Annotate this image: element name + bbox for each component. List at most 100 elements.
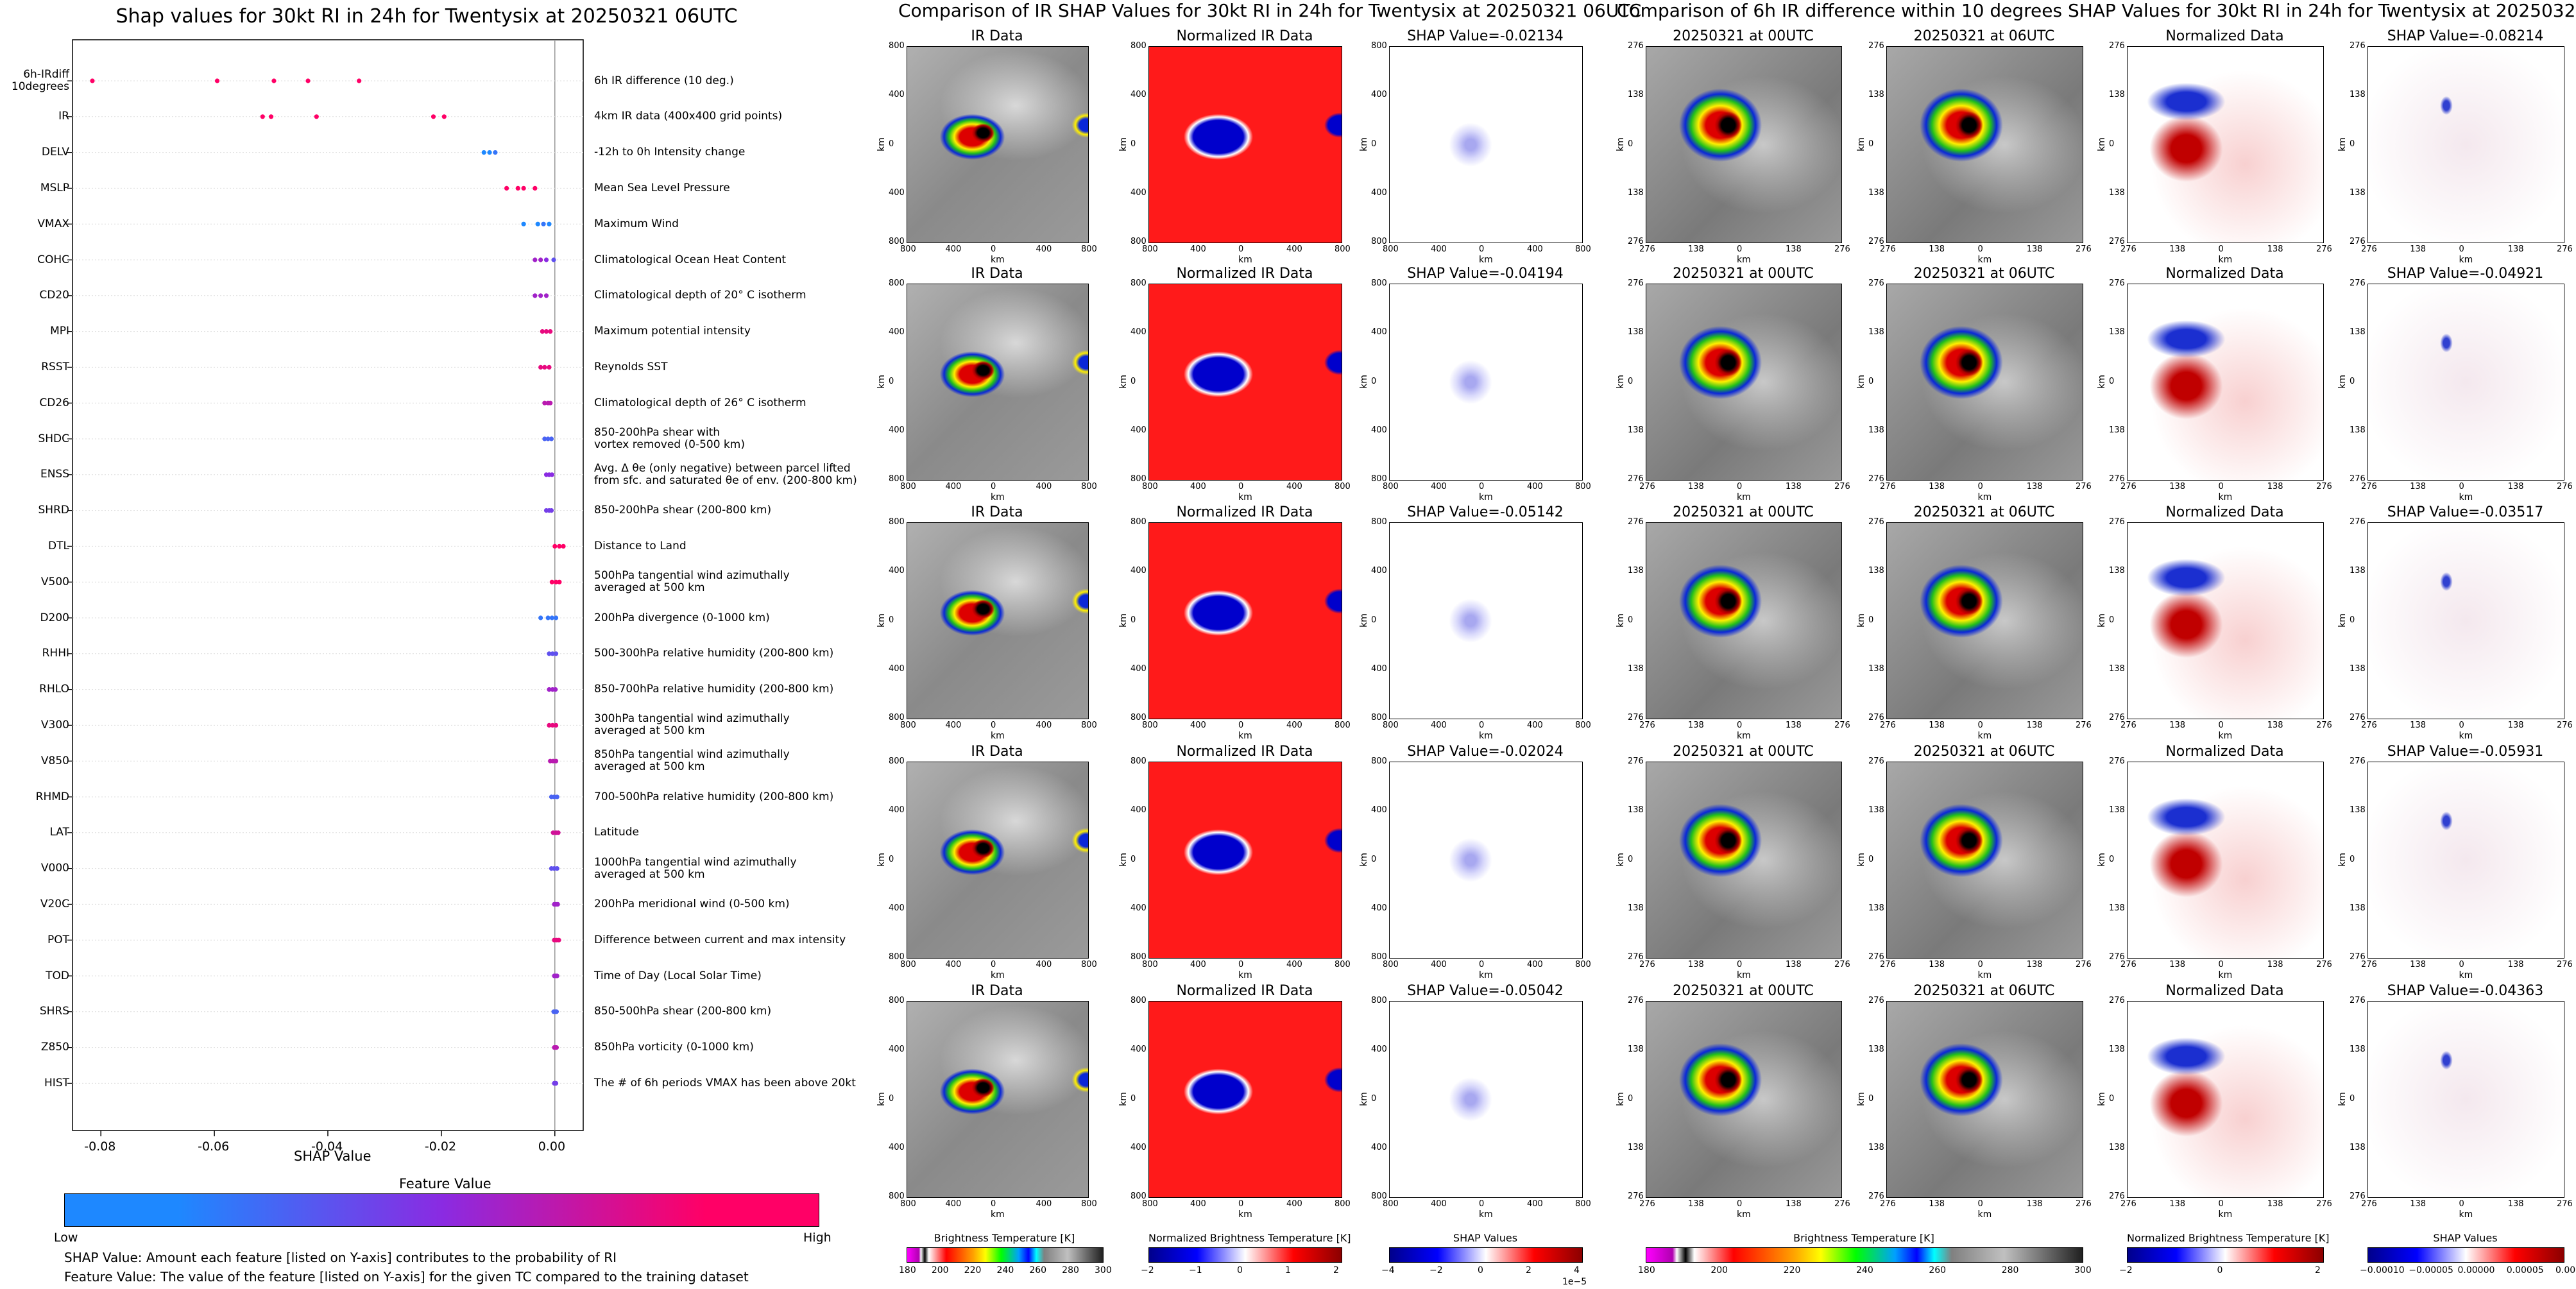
plot-frame <box>72 39 584 1131</box>
y-tick-label: 0 <box>2109 854 2115 864</box>
colorbar-tick: 0 <box>1237 1265 1243 1276</box>
x-tick-label: 800 <box>900 960 916 969</box>
x-tick-label: 276 <box>2120 244 2137 254</box>
x-tick-label: 276 <box>2557 721 2573 730</box>
colorbar-tick: 200 <box>931 1265 949 1276</box>
y-tick-label: 276 <box>2109 756 2125 766</box>
x-axis-label: km <box>1977 255 1992 265</box>
feature-label: SHRD <box>38 504 69 517</box>
left-title: Shap values for 30kt RI in 24h for Twent… <box>115 5 738 28</box>
feature-label: D200 <box>40 611 69 624</box>
panel-title: SHAP Value=-0.02134 <box>1407 28 1564 44</box>
y-tick-label: 800 <box>1130 713 1147 722</box>
y-tick-label: 400 <box>1130 663 1147 674</box>
y-axis-label: km <box>876 1091 887 1106</box>
x-tick-label: 0 <box>2218 244 2224 254</box>
feature-label: V500 <box>40 575 69 588</box>
x-tick-label: 276 <box>1639 244 1655 254</box>
panel-title: 20250321 at 00UTC <box>1673 983 1814 999</box>
x-tick-label: 400 <box>1527 960 1543 969</box>
panel-title: 20250321 at 06UTC <box>1913 28 2055 44</box>
x-tick-label: 0 <box>991 721 996 730</box>
y-tick-label: 400 <box>1130 425 1147 435</box>
x-tick-label: 800 <box>1081 721 1097 730</box>
x-tick-label: 0 <box>1977 482 1983 491</box>
feature-label: SHDC <box>38 432 69 445</box>
panel-title: 20250321 at 00UTC <box>1673 744 1814 760</box>
x-tick-label: 400 <box>1431 960 1447 969</box>
y-tick-label: 800 <box>1371 237 1387 246</box>
y-tick-label: 276 <box>2109 1191 2125 1201</box>
y-axis-label: km <box>876 137 887 151</box>
x-tick-label: 276 <box>2076 960 2092 969</box>
normalized-ir-panel <box>1148 1001 1342 1198</box>
feature-description: 850hPa tangential wind azimuthally averag… <box>594 748 790 774</box>
y-axis-label: km <box>1118 852 1129 867</box>
normalized-ir-panel <box>1148 284 1342 481</box>
y-tick-label: 138 <box>1868 903 1884 913</box>
colorbar <box>2127 1247 2324 1263</box>
shap-point <box>540 329 545 334</box>
y-tick-label: 800 <box>1130 517 1147 527</box>
y-tick-label: 138 <box>1868 327 1884 337</box>
y-tick-label: 400 <box>889 903 905 913</box>
x-tick-label: 138 <box>1929 960 1945 969</box>
ir-06utc-panel <box>1886 284 2083 481</box>
y-tick-label: 0 <box>2350 139 2355 149</box>
y-tick-label: 0 <box>1628 854 1633 864</box>
shap-point <box>549 615 554 620</box>
y-tick-label: 0 <box>1371 854 1377 864</box>
normalized-diff-panel <box>2127 762 2324 959</box>
y-tick-label: 138 <box>1868 187 1884 198</box>
panel-title: 20250321 at 06UTC <box>1913 504 2055 520</box>
ir-06utc-panel <box>1886 46 2083 243</box>
x-tick-label: 276 <box>1880 960 1896 969</box>
x-tick-label: 400 <box>1036 960 1052 969</box>
x-tick-label: 276 <box>2361 960 2377 969</box>
y-tick-label: 276 <box>2350 278 2366 288</box>
colorbar-tick: −0.00010 <box>2360 1265 2405 1276</box>
y-tick-label: 138 <box>1628 327 1644 337</box>
x-tick-label: 276 <box>2316 960 2332 969</box>
panel-title: Normalized Data <box>2165 744 2284 760</box>
y-axis-label: km <box>1118 613 1129 627</box>
y-tick-label: 800 <box>1371 713 1387 722</box>
x-tick-label: 276 <box>1639 1199 1655 1209</box>
y-axis-label: km <box>1855 613 1866 627</box>
colorbar-title: Normalized Brightness Temperature [K] <box>2127 1232 2330 1244</box>
y-axis-label: km <box>1358 137 1369 151</box>
shap-point <box>553 758 559 764</box>
shap-point <box>481 150 486 155</box>
x-tick-label: 276 <box>2557 482 2573 491</box>
x-tick-label: 138 <box>2410 960 2427 969</box>
y-tick-label: 276 <box>2350 756 2366 766</box>
shap-point <box>548 400 553 405</box>
panel-title: IR Data <box>971 28 1023 44</box>
y-tick-label: 800 <box>889 713 905 722</box>
feature-description: 850-500hPa shear (200-800 km) <box>594 1005 772 1018</box>
shap-point <box>543 293 549 298</box>
y-tick-label: 0 <box>2109 139 2115 149</box>
shap-point <box>554 866 559 871</box>
colorbar-tick: 220 <box>1783 1265 1801 1276</box>
y-tick-label: 276 <box>1628 713 1644 722</box>
x-tick-label: 0 <box>1977 1199 1983 1209</box>
x-tick-label: 276 <box>2316 1199 2332 1209</box>
x-tick-label: 800 <box>1335 482 1351 491</box>
y-axis-label: km <box>2096 374 2107 389</box>
x-tick-label: 400 <box>1036 244 1052 254</box>
panel-title: Normalized IR Data <box>1176 744 1313 760</box>
shap-point <box>441 114 447 119</box>
colorbar-title: SHAP Values <box>1453 1232 1518 1244</box>
x-tick-label: 276 <box>1639 960 1655 969</box>
x-tick-label: 276 <box>2316 482 2332 491</box>
y-tick-label: 800 <box>889 517 905 527</box>
feature-label: TOD <box>46 969 69 982</box>
y-tick-label: 276 <box>1868 1191 1884 1201</box>
y-tick-label: 276 <box>2350 1191 2366 1201</box>
y-tick-label: 400 <box>1371 90 1387 100</box>
shap-point <box>504 185 509 191</box>
y-tick-label: 276 <box>2109 517 2125 527</box>
y-tick-label: 138 <box>1628 1045 1644 1055</box>
y-tick-label: 0 <box>1371 1093 1377 1104</box>
